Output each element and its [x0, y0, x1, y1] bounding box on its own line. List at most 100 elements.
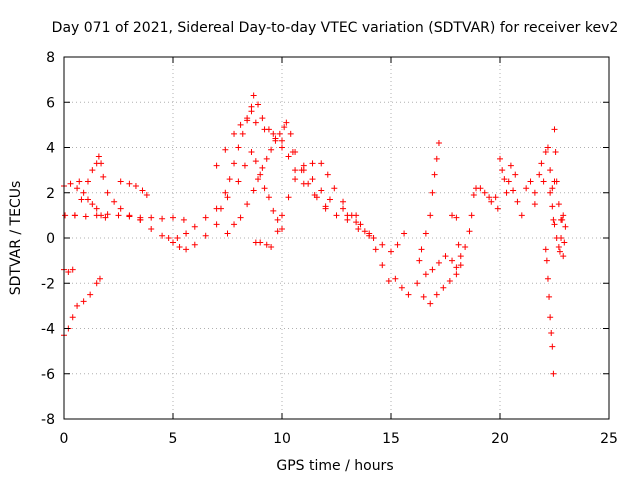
y-tick-label: 0	[46, 231, 55, 247]
data-point	[257, 239, 264, 246]
data-point	[292, 149, 299, 156]
data-point	[67, 180, 74, 187]
data-point	[551, 221, 558, 228]
series-arc-1	[62, 211, 187, 223]
data-point	[93, 205, 100, 212]
data-point	[241, 162, 248, 169]
data-point	[361, 228, 368, 235]
data-point	[453, 214, 460, 221]
data-point	[398, 284, 405, 291]
series-arc-19	[477, 185, 501, 212]
data-point	[248, 108, 255, 115]
data-point	[433, 155, 440, 162]
data-point	[183, 246, 190, 253]
data-point	[505, 178, 512, 185]
data-point	[422, 230, 429, 237]
series-arc-11	[252, 239, 275, 251]
data-point	[453, 264, 460, 271]
data-point	[96, 275, 103, 282]
data-point	[512, 171, 519, 178]
data-point	[555, 201, 562, 208]
data-point	[159, 232, 166, 239]
series-arc-14	[414, 262, 464, 307]
data-point	[550, 370, 557, 377]
data-point	[74, 185, 81, 192]
data-point	[76, 178, 83, 185]
data-point	[536, 171, 543, 178]
data-point	[435, 139, 442, 146]
data-point	[548, 330, 555, 337]
data-point	[261, 126, 268, 133]
data-point	[165, 235, 172, 241]
data-point	[126, 180, 133, 187]
data-point	[252, 158, 259, 165]
data-point	[431, 171, 438, 178]
data-point	[497, 155, 503, 162]
data-point	[100, 173, 107, 180]
data-point	[538, 160, 545, 167]
data-point	[466, 228, 473, 235]
data-point	[318, 187, 325, 194]
data-point	[309, 160, 316, 167]
data-point	[231, 130, 238, 137]
data-point	[457, 262, 464, 269]
series-arc-23	[547, 126, 565, 223]
chart-title: Day 071 of 2021, Sidereal Day-to-day VTE…	[52, 20, 619, 36]
data-point	[477, 185, 484, 192]
data-point	[499, 167, 506, 174]
data-point	[252, 119, 259, 126]
data-point	[279, 144, 285, 151]
data-point	[501, 176, 508, 183]
data-point	[270, 130, 277, 137]
data-point	[217, 205, 224, 212]
data-point	[318, 160, 325, 167]
series-arc-20	[497, 155, 538, 219]
data-point	[170, 214, 176, 221]
data-point	[331, 185, 338, 192]
data-point	[556, 248, 563, 255]
series-arc-22	[542, 246, 557, 377]
data-point	[544, 144, 551, 151]
data-point	[313, 194, 320, 201]
data-point	[486, 194, 493, 201]
y-tick-label: 4	[46, 141, 55, 157]
data-point	[355, 225, 362, 232]
grid-lines	[64, 57, 609, 419]
data-point	[111, 198, 118, 205]
data-point	[547, 189, 554, 196]
data-point	[401, 230, 408, 237]
data-point	[507, 162, 514, 169]
data-point	[547, 314, 554, 321]
data-point	[235, 144, 242, 151]
series-arc-24	[551, 212, 569, 260]
data-point	[449, 212, 456, 219]
data-point	[427, 300, 434, 307]
data-point	[442, 253, 449, 260]
data-point	[366, 232, 373, 239]
data-point	[139, 187, 146, 194]
data-point	[429, 266, 436, 273]
x-tick-label: 0	[60, 431, 69, 447]
data-point	[440, 284, 447, 291]
data-point	[279, 225, 285, 232]
data-point	[257, 171, 264, 178]
data-point	[544, 275, 551, 282]
data-point	[470, 192, 477, 199]
data-point	[481, 189, 488, 196]
y-tick-label: -6	[41, 367, 55, 383]
data-point	[263, 241, 270, 248]
data-point	[518, 212, 525, 219]
data-point	[385, 277, 392, 284]
data-point	[420, 293, 427, 300]
data-point	[523, 185, 530, 192]
series-arc-13	[344, 212, 408, 255]
data-point	[550, 216, 557, 223]
data-point	[213, 162, 220, 169]
data-point	[78, 196, 85, 203]
data-point	[555, 244, 562, 251]
data-point	[503, 189, 510, 196]
data-point	[462, 244, 469, 251]
x-tick-label: 5	[169, 431, 178, 447]
series-arc-8	[170, 92, 373, 253]
